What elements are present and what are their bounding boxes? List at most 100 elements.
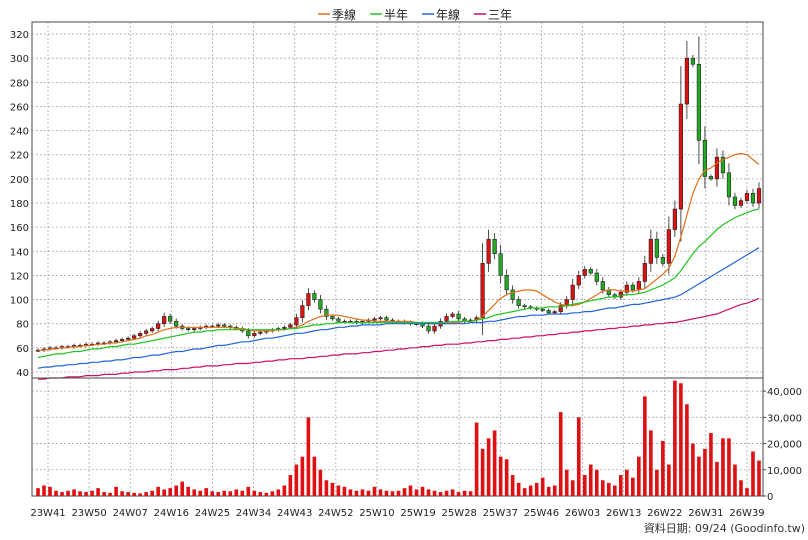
volume-bar	[228, 491, 233, 496]
volume-bar	[132, 492, 136, 496]
candle-body	[618, 292, 623, 298]
x-tick-label: 26W13	[606, 508, 641, 519]
volume-bar	[408, 485, 413, 496]
volume-bar	[186, 486, 191, 496]
price-tick-label: 220	[10, 151, 29, 162]
candle-body	[168, 316, 173, 322]
candle-body	[150, 328, 155, 332]
volume-bar	[402, 488, 407, 496]
candle-body	[384, 317, 389, 321]
candle-body	[288, 324, 293, 328]
candle-body	[222, 324, 227, 327]
candle-body	[660, 257, 665, 264]
x-tick-label: 26W31	[688, 508, 723, 519]
candle-body	[120, 339, 125, 341]
volume-bar	[546, 486, 551, 496]
volume-bar	[270, 491, 275, 496]
candle-body	[432, 325, 437, 332]
candle-body	[258, 331, 263, 334]
volume-bar	[715, 461, 719, 496]
volume-bar	[306, 417, 311, 496]
candle-body	[678, 103, 683, 210]
candle-body	[486, 238, 491, 264]
candle-body	[114, 340, 119, 343]
volume-bar	[258, 492, 263, 496]
volume-bar	[192, 489, 197, 496]
volume-bar	[534, 482, 539, 496]
volume-bar	[222, 490, 227, 496]
volume-bar	[582, 475, 587, 496]
volume-bar	[552, 485, 557, 496]
volume-bar	[444, 490, 449, 496]
volume-bar	[504, 459, 509, 496]
volume-bar	[679, 383, 683, 496]
candle-body	[756, 188, 762, 204]
candle-body	[162, 316, 167, 324]
volume-bar	[264, 492, 269, 496]
volume-bar	[330, 482, 335, 496]
x-tick-label: 26W39	[729, 508, 764, 519]
volume-bar	[655, 469, 659, 496]
volume-bar	[625, 469, 629, 496]
volume-bar	[588, 464, 593, 496]
data-date-credit: 資料日期: 09/24 (Goodinfo.tw)	[644, 521, 805, 535]
candle-body	[456, 313, 461, 320]
price-tick-label: 140	[10, 247, 29, 258]
candle-body	[282, 327, 287, 329]
volume-bar	[360, 489, 365, 496]
price-tick-label: 300	[10, 54, 29, 65]
volume-tick-label: 10,000	[767, 466, 802, 477]
volume-bar	[606, 482, 611, 496]
volume-bar	[751, 451, 755, 496]
volume-bar	[619, 475, 623, 496]
volume-bar	[204, 488, 209, 496]
candle-body	[738, 200, 744, 206]
candle-body	[720, 156, 726, 174]
volume-bar	[420, 486, 425, 496]
candle-body	[714, 156, 720, 180]
price-tick-label: 40	[16, 368, 29, 379]
volume-bar	[637, 456, 641, 496]
candle-body	[372, 318, 377, 321]
volume-bar	[396, 490, 401, 496]
volume-bar	[480, 448, 485, 496]
volume-bar	[354, 490, 359, 496]
volume-bar	[288, 475, 293, 496]
volume-bar	[60, 492, 64, 496]
x-tick-label: 25W46	[524, 508, 559, 519]
volume-bar	[108, 492, 112, 496]
volume-bar	[727, 438, 731, 496]
volume-grid	[31, 377, 764, 497]
volume-bar	[366, 490, 371, 496]
chart-legend: 季線 半年 年線 三年	[318, 7, 512, 22]
volume-bar	[378, 489, 383, 496]
volume-bar	[102, 492, 106, 496]
volume-tick-label: 40,000	[767, 387, 802, 398]
volume-tick-label: 20,000	[767, 440, 802, 451]
volume-bar	[468, 491, 473, 496]
volume-bar	[703, 448, 707, 496]
volume-bar	[697, 456, 701, 496]
legend-label-1: 半年	[384, 8, 408, 22]
volume-bar	[709, 433, 713, 496]
candle-body	[630, 284, 635, 291]
volume-bar	[114, 486, 118, 496]
candle-body	[726, 172, 732, 198]
candle-body	[708, 176, 714, 180]
candle-body	[522, 305, 527, 308]
price-tick-label: 180	[10, 199, 29, 210]
price-tick-label: 200	[10, 175, 29, 186]
candle-body	[636, 281, 641, 291]
candle-body	[510, 289, 515, 300]
volume-bar	[745, 488, 749, 496]
volume-bar	[564, 469, 569, 496]
candle-body	[666, 229, 671, 264]
legend-label-0: 季線	[332, 7, 356, 22]
volume-bar	[180, 481, 185, 496]
volume-bar	[631, 477, 635, 496]
candle-body	[570, 284, 575, 300]
candle-body	[216, 324, 221, 327]
candle-body	[186, 328, 191, 331]
candle-body	[246, 330, 251, 337]
volume-bar	[78, 491, 82, 496]
